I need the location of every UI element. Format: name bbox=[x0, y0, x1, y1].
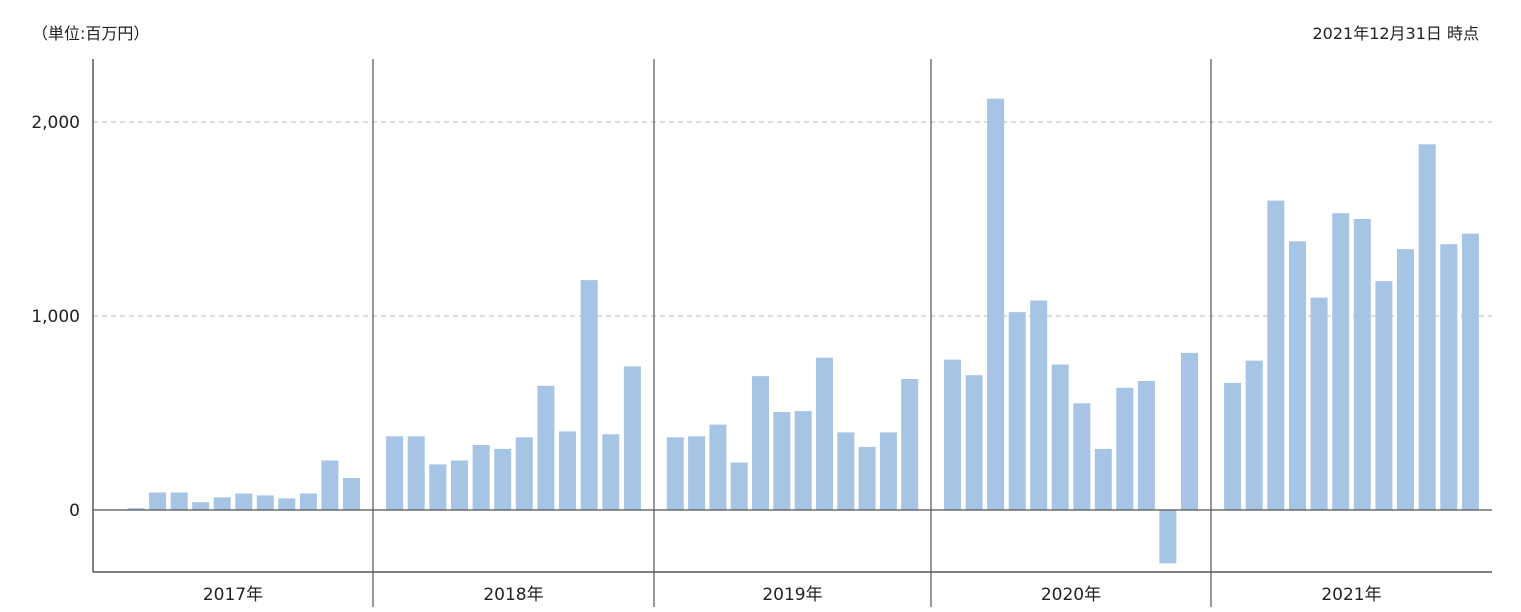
bar bbox=[429, 464, 447, 510]
bar bbox=[1245, 360, 1263, 510]
bar bbox=[343, 478, 360, 510]
bar bbox=[688, 436, 706, 510]
year-label: 2017年 bbox=[203, 585, 263, 605]
y-tick-label: 2,000 bbox=[31, 113, 80, 133]
bar bbox=[623, 366, 641, 510]
bar bbox=[1310, 297, 1328, 510]
bar bbox=[1159, 510, 1177, 564]
bar bbox=[515, 437, 533, 511]
bar bbox=[170, 492, 188, 510]
bar bbox=[1073, 403, 1091, 510]
labels: 0 1,000 2,000 2017年 2018年 2019年 2020年 2021年 bbox=[31, 113, 1381, 605]
bar bbox=[537, 385, 555, 510]
bar bbox=[278, 498, 296, 510]
bar bbox=[1137, 381, 1155, 510]
bar bbox=[494, 448, 512, 510]
y-tick-label: 0 bbox=[69, 501, 80, 521]
bar bbox=[1418, 144, 1436, 511]
year-label: 2019年 bbox=[762, 585, 822, 605]
bar bbox=[127, 508, 145, 510]
bar bbox=[901, 379, 919, 510]
bar bbox=[965, 375, 983, 510]
y-tick-label: 1,000 bbox=[31, 307, 80, 327]
bar bbox=[858, 446, 876, 510]
bar bbox=[837, 432, 855, 510]
bar bbox=[1353, 219, 1371, 510]
bar bbox=[879, 432, 897, 510]
bar bbox=[559, 431, 576, 510]
bar bbox=[235, 493, 253, 510]
bar bbox=[299, 493, 317, 510]
bar bbox=[1461, 233, 1479, 510]
bar bbox=[1440, 244, 1458, 510]
bar bbox=[1375, 281, 1393, 510]
bar bbox=[472, 445, 490, 510]
bar bbox=[149, 492, 167, 510]
axes bbox=[92, 59, 1492, 607]
bar bbox=[794, 411, 812, 510]
bar bbox=[1332, 213, 1350, 510]
bar bbox=[602, 434, 620, 510]
bar bbox=[1181, 352, 1198, 510]
bar bbox=[1267, 200, 1285, 510]
bar bbox=[386, 436, 404, 510]
bar bbox=[256, 495, 274, 510]
as-of-date-label: 2021年12月31日 時点 bbox=[1312, 24, 1479, 43]
bar bbox=[730, 462, 748, 510]
bar bbox=[1051, 364, 1069, 510]
bars bbox=[127, 98, 1479, 564]
bar bbox=[451, 460, 468, 510]
bar bbox=[1397, 249, 1414, 510]
bar bbox=[944, 359, 961, 510]
bar bbox=[580, 280, 598, 510]
bar bbox=[752, 376, 769, 510]
year-label: 2021年 bbox=[1321, 585, 1381, 605]
bar bbox=[1094, 448, 1112, 510]
bar bbox=[773, 412, 791, 510]
bar bbox=[666, 437, 684, 511]
bar bbox=[321, 460, 339, 510]
bar bbox=[192, 502, 210, 510]
bar bbox=[709, 424, 727, 510]
bar bbox=[213, 497, 231, 510]
year-label: 2018年 bbox=[483, 585, 543, 605]
bar bbox=[1289, 241, 1306, 511]
year-label: 2020年 bbox=[1041, 585, 1101, 605]
bar bbox=[1116, 387, 1134, 510]
bar bbox=[1030, 300, 1048, 510]
bar bbox=[407, 436, 425, 510]
bar bbox=[816, 357, 833, 510]
bar bbox=[1224, 382, 1242, 510]
unit-label: （単位:百万円） bbox=[32, 24, 150, 43]
bar bbox=[987, 98, 1005, 510]
bar bbox=[1008, 312, 1026, 510]
grid-lines bbox=[93, 121, 1492, 317]
